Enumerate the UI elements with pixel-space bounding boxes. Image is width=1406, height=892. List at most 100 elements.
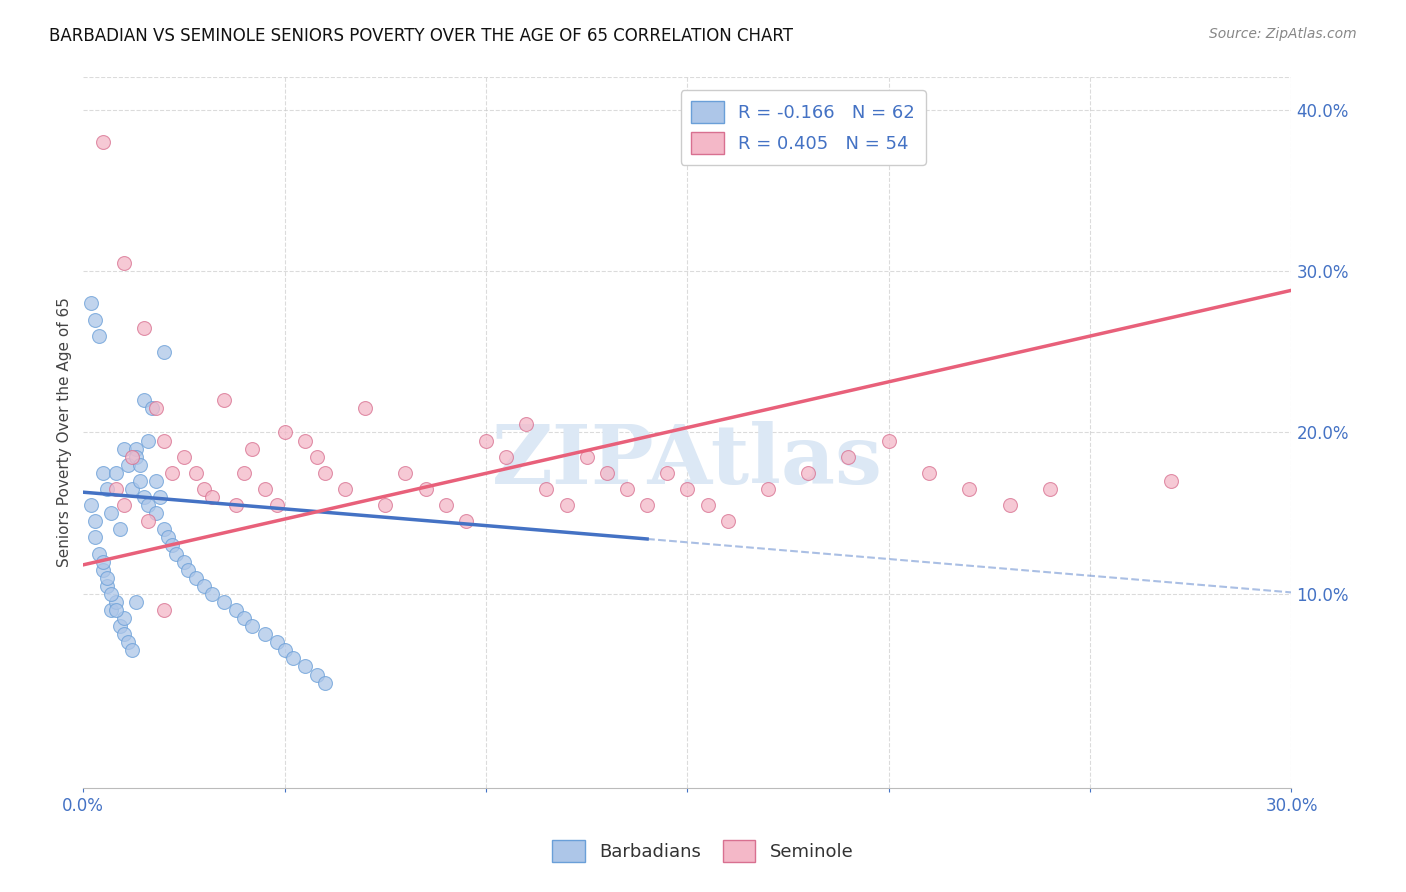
Point <box>314 675 336 690</box>
Point <box>273 643 295 657</box>
Point <box>153 434 176 448</box>
Point <box>112 611 135 625</box>
Point <box>104 482 127 496</box>
Point <box>104 603 127 617</box>
Point <box>756 482 779 496</box>
Point <box>96 571 118 585</box>
Point <box>84 514 107 528</box>
Point <box>160 538 183 552</box>
Point <box>121 643 143 657</box>
Point <box>80 296 103 310</box>
Point <box>415 482 437 496</box>
Point <box>177 563 200 577</box>
Point <box>193 482 215 496</box>
Point <box>80 498 103 512</box>
Point <box>253 627 276 641</box>
Point <box>225 498 247 512</box>
Point <box>84 312 107 326</box>
Point <box>434 498 457 512</box>
Point <box>184 466 207 480</box>
Point <box>96 482 118 496</box>
Point <box>121 450 143 464</box>
Point <box>281 651 304 665</box>
Point <box>165 547 187 561</box>
Point <box>173 450 195 464</box>
Point <box>294 659 316 673</box>
Point <box>153 603 176 617</box>
Point <box>536 482 558 496</box>
Point <box>93 555 115 569</box>
Point <box>266 498 288 512</box>
Legend: Barbadians, Seminole: Barbadians, Seminole <box>546 833 860 870</box>
Point <box>225 603 247 617</box>
Point <box>132 393 155 408</box>
Point <box>354 401 377 416</box>
Legend: R = -0.166   N = 62, R = 0.405   N = 54: R = -0.166 N = 62, R = 0.405 N = 54 <box>681 90 927 165</box>
Point <box>193 579 215 593</box>
Point <box>93 135 115 149</box>
Point <box>145 401 167 416</box>
Y-axis label: Seniors Poverty Over the Age of 65: Seniors Poverty Over the Age of 65 <box>58 298 72 567</box>
Point <box>93 466 115 480</box>
Point <box>201 587 224 601</box>
Point <box>201 490 224 504</box>
Point <box>253 482 276 496</box>
Point <box>89 328 111 343</box>
Point <box>153 522 176 536</box>
Point <box>112 627 135 641</box>
Point <box>149 490 172 504</box>
Point <box>96 579 118 593</box>
Point <box>93 563 115 577</box>
Point <box>877 434 900 448</box>
Point <box>100 587 122 601</box>
Point <box>141 401 163 416</box>
Point <box>212 595 235 609</box>
Point <box>616 482 638 496</box>
Point <box>837 450 859 464</box>
Point <box>515 417 537 432</box>
Point <box>212 393 235 408</box>
Point <box>100 506 122 520</box>
Point <box>1039 482 1062 496</box>
Point <box>575 450 598 464</box>
Point <box>117 635 139 649</box>
Point <box>273 425 295 440</box>
Point <box>136 498 159 512</box>
Point <box>156 530 179 544</box>
Point <box>294 434 316 448</box>
Point <box>242 442 264 456</box>
Point <box>117 458 139 472</box>
Point <box>124 442 146 456</box>
Point <box>242 619 264 633</box>
Point <box>160 466 183 480</box>
Point <box>657 466 679 480</box>
Point <box>454 514 477 528</box>
Point <box>136 514 159 528</box>
Point <box>145 506 167 520</box>
Point <box>233 466 256 480</box>
Text: BARBADIAN VS SEMINOLE SENIORS POVERTY OVER THE AGE OF 65 CORRELATION CHART: BARBADIAN VS SEMINOLE SENIORS POVERTY OV… <box>49 27 793 45</box>
Point <box>394 466 416 480</box>
Point <box>918 466 941 480</box>
Text: ZIPAtlas: ZIPAtlas <box>492 421 883 501</box>
Point <box>108 619 131 633</box>
Point <box>112 256 135 270</box>
Point <box>374 498 396 512</box>
Point <box>89 547 111 561</box>
Point <box>124 450 146 464</box>
Point <box>108 522 131 536</box>
Point <box>104 595 127 609</box>
Point <box>797 466 820 480</box>
Point <box>314 466 336 480</box>
Point <box>676 482 699 496</box>
Point <box>112 498 135 512</box>
Point <box>173 555 195 569</box>
Point <box>184 571 207 585</box>
Text: Source: ZipAtlas.com: Source: ZipAtlas.com <box>1209 27 1357 41</box>
Point <box>132 490 155 504</box>
Point <box>132 320 155 334</box>
Point <box>717 514 740 528</box>
Point <box>696 498 718 512</box>
Point <box>495 450 517 464</box>
Point <box>305 450 328 464</box>
